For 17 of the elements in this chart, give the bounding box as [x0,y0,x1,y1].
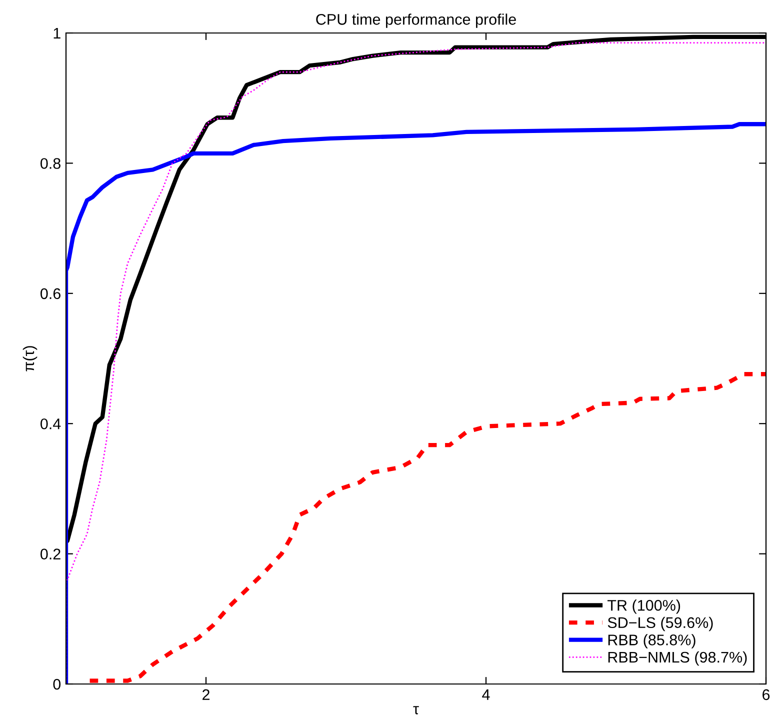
legend-label: SD−LS (59.6%) [608,616,713,632]
x-tick-label: 2 [202,689,210,700]
y-tick-label: 0.4 [40,418,61,430]
chart-title: CPU time performance profile [316,14,516,28]
line-series [88,372,766,683]
x-tick-label: 4 [482,689,490,700]
x-axis-title: τ [413,706,419,714]
y-tick-label: 0.6 [40,288,60,300]
y-tick-label: 1 [54,28,60,39]
y-axis-title: π(τ) [22,346,38,372]
y-tick-label: 0 [53,678,61,690]
legend-label: TR (100%) [607,600,680,614]
y-tick-label: 0.2 [40,548,60,560]
x-tick-label: 6 [762,689,770,700]
legend-label: RBB (85.8%) [608,634,696,648]
y-tick-label: 0.8 [40,158,60,169]
legend-label: RBB−NMLS (98.7%) [608,651,747,666]
